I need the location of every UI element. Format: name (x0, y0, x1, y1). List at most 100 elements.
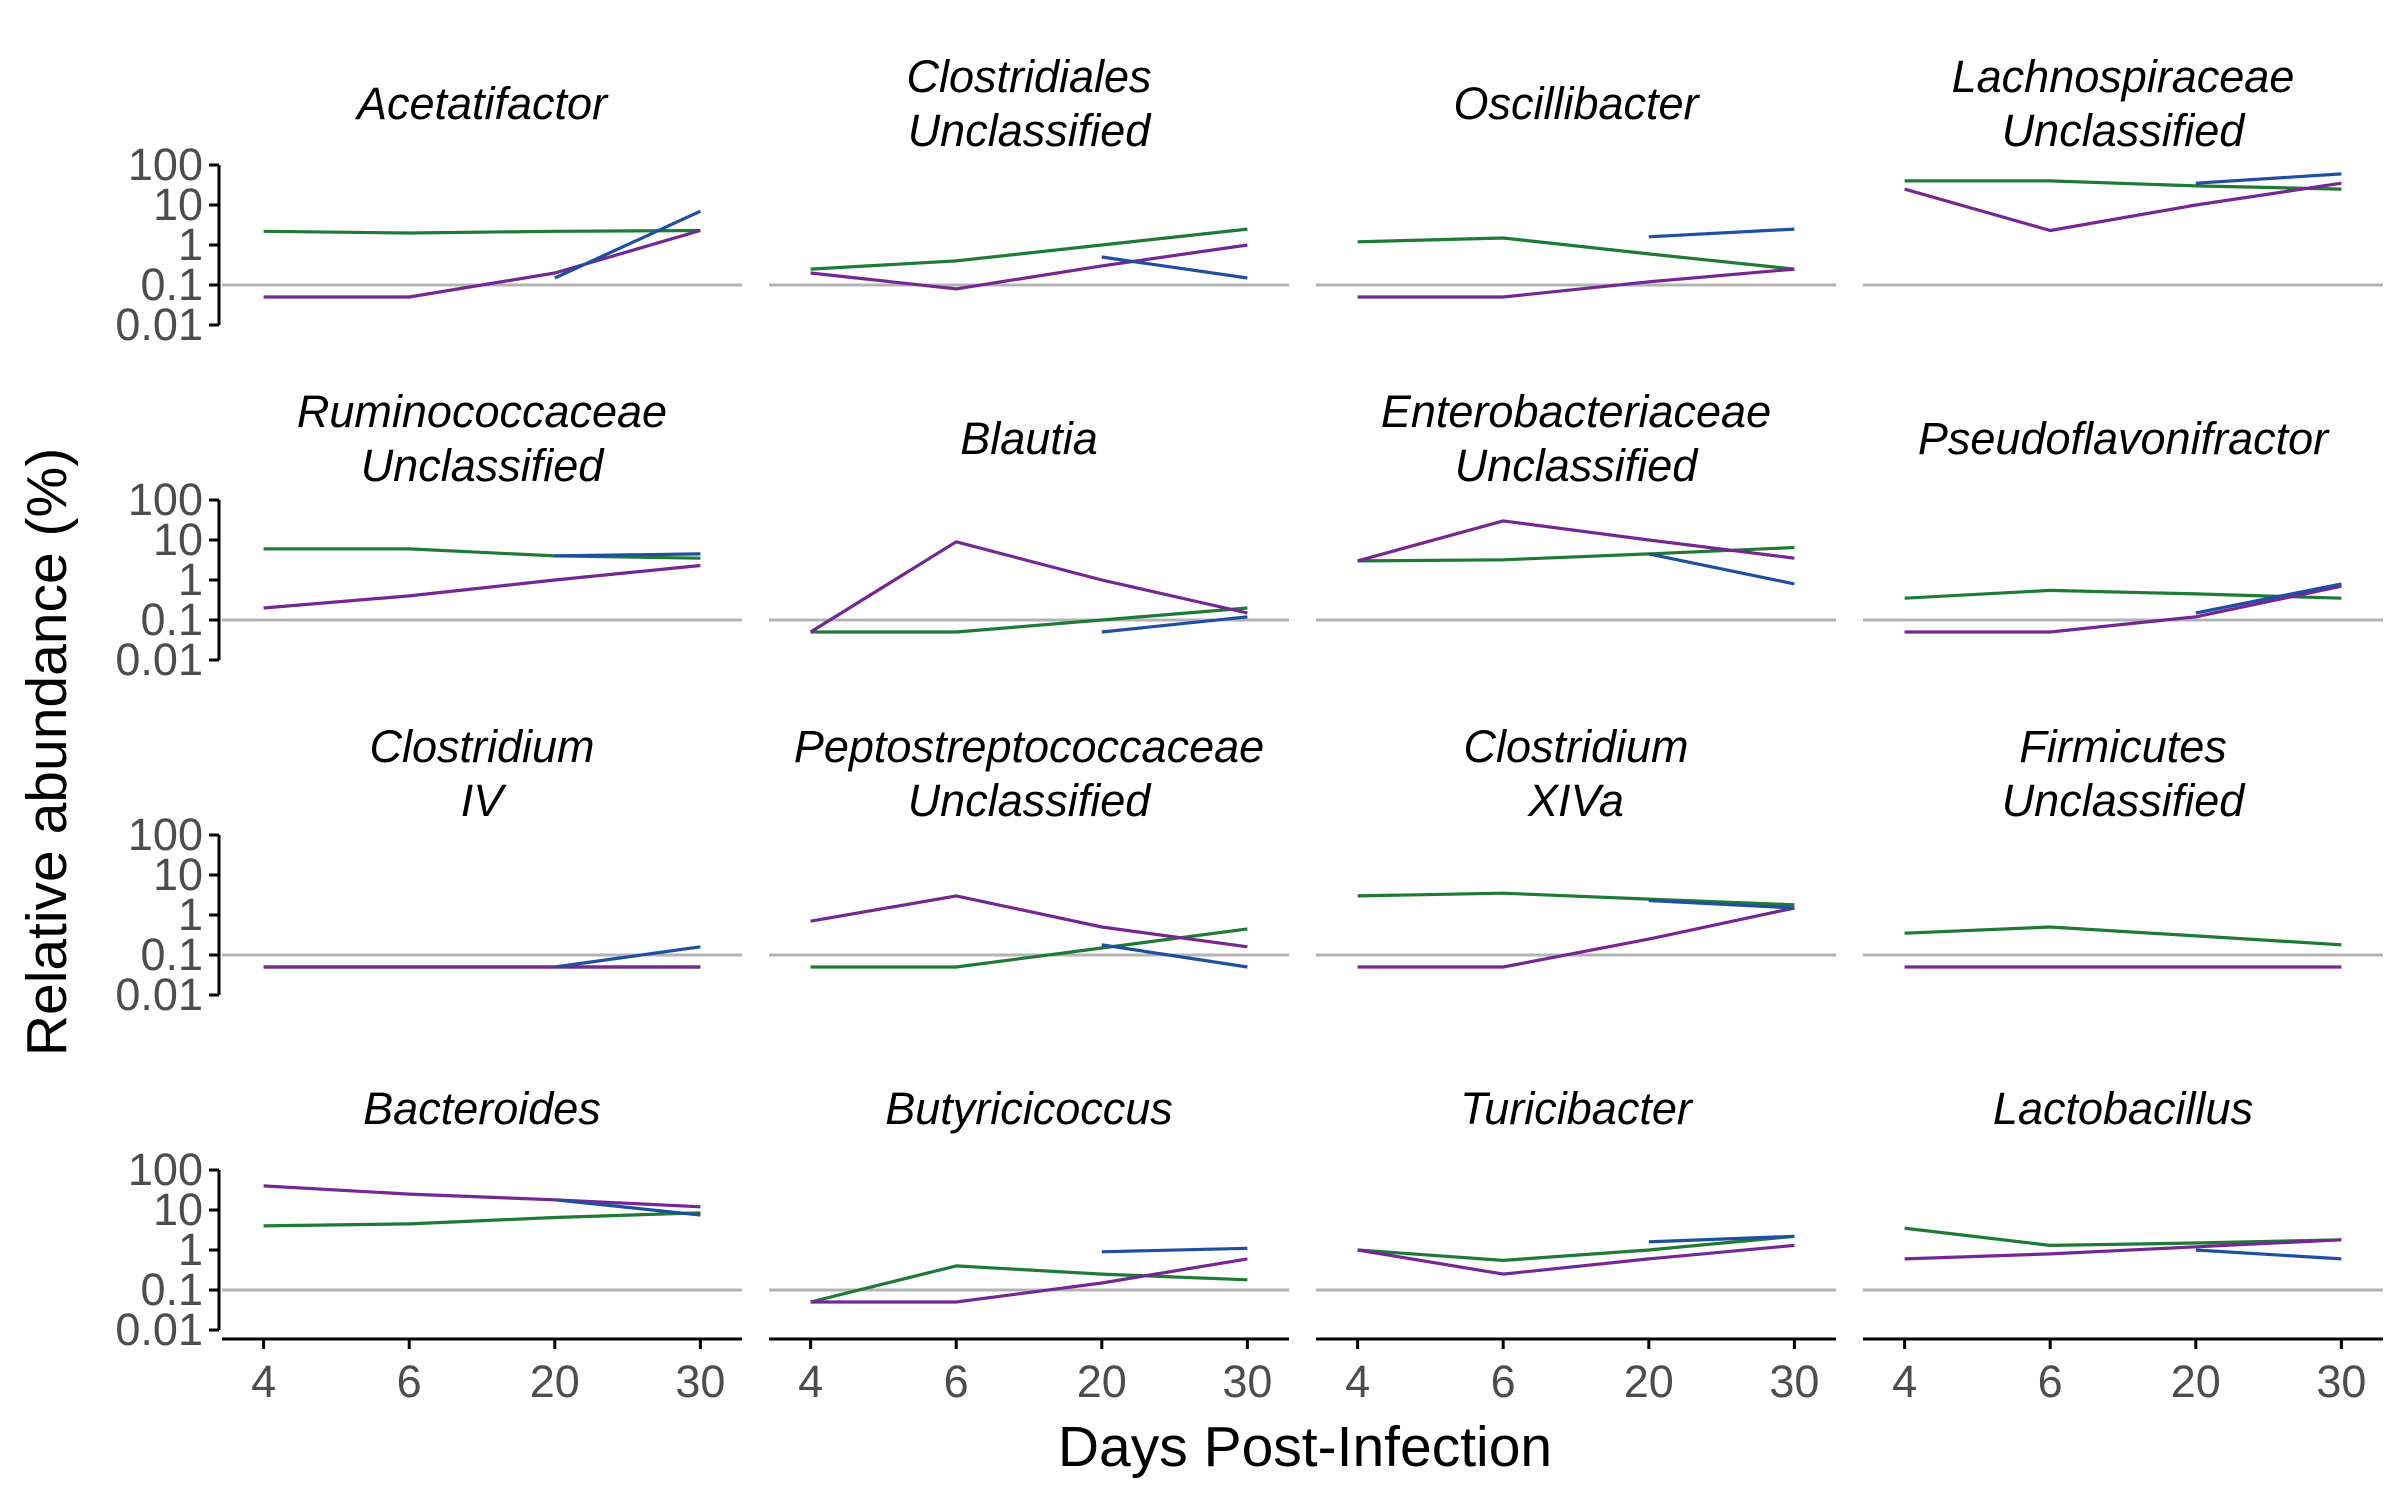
y-tick-label: 1 (178, 554, 203, 605)
series-line-blue (2195, 582, 2342, 615)
panel-title: Firmicutes (2019, 721, 2227, 772)
panel-title: Unclassified (908, 775, 1153, 826)
x-tick-label: 6 (2038, 1356, 2063, 1407)
y-tick-label: 10 (153, 849, 203, 900)
series-line-purple (1904, 181, 2342, 233)
x-tick-label: 20 (530, 1356, 580, 1407)
series-line-green (263, 1211, 701, 1228)
series-line-green (263, 547, 701, 560)
series-line-purple (1357, 1243, 1795, 1276)
x-tick-label: 20 (1077, 1356, 1127, 1407)
series-line-blue (1101, 943, 1248, 969)
series-line-purple (263, 1184, 701, 1209)
series-line-blue (554, 552, 701, 558)
series-line-purple (1904, 584, 2342, 634)
panel: Turicibacter 4 6 20 30 (1316, 1083, 1836, 1407)
series-line-green (810, 927, 1248, 969)
panel: Pseudoflavonifractor (1863, 413, 2383, 634)
x-tick-label: 30 (1222, 1356, 1272, 1407)
panel-title: Butyricicoccus (885, 1083, 1173, 1134)
series-line-green (1357, 891, 1795, 907)
x-tick-label: 30 (1769, 1356, 1819, 1407)
y-tick-label: 1 (178, 1224, 203, 1275)
series-line-blue (1101, 1246, 1248, 1254)
panel-title: Enterobacteriaceae (1381, 386, 1771, 437)
y-tick-label: 0.1 (140, 594, 203, 645)
y-tick-label: 0.01 (115, 634, 203, 685)
x-tick-label: 30 (2316, 1356, 2366, 1407)
panel-title: Bacteroides (363, 1083, 601, 1134)
panel-title: Lactobacillus (1993, 1083, 2253, 1134)
y-tick-label: 0.1 (140, 259, 203, 310)
series-line-purple (810, 894, 1248, 949)
series-line-green (1357, 236, 1795, 271)
panel-title: Unclassified (1455, 440, 1700, 491)
panel-title: Unclassified (2002, 105, 2247, 156)
series-line-green (1357, 1234, 1795, 1263)
y-tick-label: 100 (128, 474, 203, 525)
panel: Butyricicoccus 4 6 20 30 (769, 1083, 1289, 1407)
series-line-blue (1101, 255, 1248, 280)
panel-title: Clostridium (369, 721, 594, 772)
y-tick-label: 10 (153, 514, 203, 565)
y-tick-label: 100 (128, 809, 203, 860)
panel-title: Pseudoflavonifractor (1918, 413, 2330, 464)
panels-layer: Acetatifactor0.010.1110100ClostridialesU… (115, 51, 2383, 1407)
panel-title: IV (461, 775, 508, 826)
series-line-purple (1357, 519, 1795, 563)
series-line-green (1904, 588, 2342, 600)
panel-title: Acetatifactor (354, 78, 609, 129)
x-tick-label: 4 (798, 1356, 823, 1407)
x-tick-label: 4 (1345, 1356, 1370, 1407)
panel-title: Blautia (960, 413, 1098, 464)
panel-title: XIVa (1527, 775, 1624, 826)
series-line-blue (1648, 552, 1795, 586)
panel-title: Ruminococcaceae (297, 386, 667, 437)
x-tick-label: 4 (1892, 1356, 1917, 1407)
panel: Blautia (769, 413, 1289, 634)
x-axis-title: Days Post-Infection (1058, 1415, 1552, 1479)
x-tick-label: 20 (1624, 1356, 1674, 1407)
y-tick-label: 0.01 (115, 1304, 203, 1355)
panel-title: Unclassified (908, 105, 1153, 156)
y-tick-label: 0.1 (140, 929, 203, 980)
panel-title: Turicibacter (1460, 1083, 1694, 1134)
panel-title: Unclassified (2002, 775, 2247, 826)
series-line-blue (554, 1198, 701, 1217)
y-tick-label: 10 (153, 1184, 203, 1235)
y-tick-label: 10 (153, 179, 203, 230)
panel-title: Unclassified (361, 440, 606, 491)
series-line-purple (1357, 906, 1795, 969)
panel: Oscillibacter (1316, 78, 1836, 299)
x-tick-label: 6 (1491, 1356, 1516, 1407)
series-line-blue (1648, 1234, 1795, 1244)
panel-title: Peptostreptococcaceae (794, 721, 1264, 772)
x-tick-label: 20 (2171, 1356, 2221, 1407)
series-line-green (263, 228, 701, 235)
series-line-purple (263, 563, 701, 610)
y-tick-label: 0.01 (115, 299, 203, 350)
series-line-green (1904, 925, 2342, 947)
x-tick-label: 4 (251, 1356, 276, 1407)
y-tick-label: 1 (178, 889, 203, 940)
panel: Lactobacillus 4 6 20 30 (1863, 1083, 2383, 1407)
series-line-blue (1648, 227, 1795, 239)
series-line-green (1904, 179, 2342, 191)
series-line-purple (1904, 1238, 2342, 1261)
series-line-blue (2195, 172, 2342, 185)
y-tick-label: 1 (178, 219, 203, 270)
series-line-green (810, 606, 1248, 634)
series-line-blue (1648, 898, 1795, 910)
series-line-blue (554, 945, 701, 969)
series-line-blue (1101, 615, 1248, 634)
y-tick-label: 0.01 (115, 969, 203, 1020)
series-line-purple (810, 243, 1248, 291)
